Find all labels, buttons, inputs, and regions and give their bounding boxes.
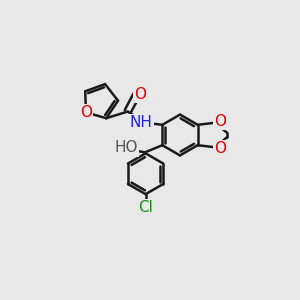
Text: HO: HO [114,140,138,155]
Text: O: O [134,87,146,102]
Text: O: O [80,105,92,120]
Text: O: O [214,114,226,129]
Text: NH: NH [130,115,153,130]
Text: O: O [214,141,226,156]
Text: Cl: Cl [138,200,153,215]
